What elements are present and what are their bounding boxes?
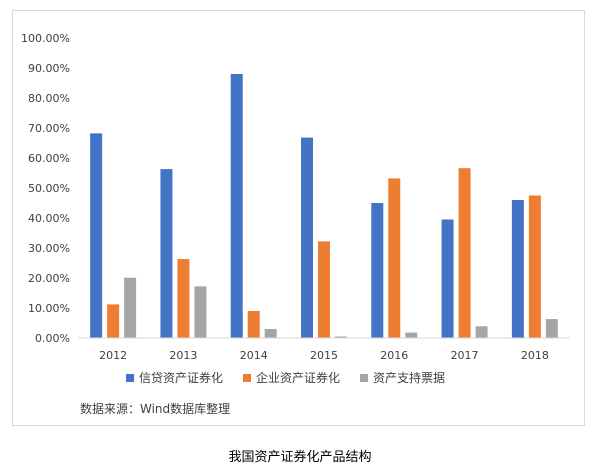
bar-2015-series-3 [335, 336, 347, 338]
x-tick-label: 2017 [451, 349, 479, 362]
y-tick-label: 60.00% [28, 152, 70, 165]
legend-label-2: 企业资产证券化 [256, 370, 340, 385]
bar-2018-series-2 [528, 195, 541, 338]
legend-swatch-2 [243, 374, 251, 382]
bar-2012-series-1 [90, 133, 103, 338]
bar-2014-series-1 [230, 74, 243, 338]
bar-2017-series-2 [458, 168, 471, 338]
chart-frame [12, 10, 585, 426]
y-tick-label: 40.00% [28, 212, 70, 225]
x-tick-label: 2014 [240, 349, 268, 362]
y-tick-label: 70.00% [28, 122, 70, 135]
legend-swatch-3 [360, 374, 368, 382]
bar-chart: 0.00% 10.00% 20.00% 30.00% 40.00% 50.00% 60.00… [21, 32, 570, 385]
bar-2016-series-1 [371, 203, 384, 338]
bar-2018-series-3 [545, 319, 558, 338]
bar-2016-series-3 [405, 332, 418, 338]
bar-2015-series-2 [318, 241, 330, 338]
source-note: 数据来源：Wind数据库整理 [80, 402, 231, 416]
bar-2017-series-1 [441, 219, 454, 338]
y-tick-label: 30.00% [28, 242, 70, 255]
bar-2018-series-1 [511, 200, 524, 338]
bar-2012-series-2 [107, 304, 120, 338]
bar-2014-series-3 [264, 329, 277, 338]
y-tick-label: 80.00% [28, 92, 70, 105]
bar-2013-series-1 [160, 169, 173, 338]
bar-2013-series-3 [194, 286, 207, 338]
x-tick-label: 2015 [310, 349, 338, 362]
x-axis-labels: 2012 2013 2014 2015 2016 2017 2018 [99, 349, 549, 362]
bar-2016-series-2 [388, 178, 401, 338]
y-tick-label: 10.00% [28, 302, 70, 315]
x-tick-label: 2016 [380, 349, 408, 362]
bar-2017-series-3 [475, 326, 488, 338]
bar-2012-series-3 [124, 277, 137, 338]
legend-swatch-1 [126, 374, 134, 382]
bar-2013-series-2 [177, 259, 190, 338]
y-tick-label: 50.00% [28, 182, 70, 195]
y-tick-label: 20.00% [28, 272, 70, 285]
y-tick-label: 100.00% [21, 32, 70, 45]
bar-2015-series-1 [301, 137, 313, 338]
y-tick-label: 0.00% [35, 332, 70, 345]
legend-label-3: 资产支持票据 [373, 370, 445, 385]
x-tick-label: 2018 [521, 349, 549, 362]
bars [90, 74, 558, 338]
y-axis-labels: 0.00% 10.00% 20.00% 30.00% 40.00% 50.00% 60.00… [21, 32, 70, 345]
legend-label-1: 信贷资产证券化 [139, 370, 223, 385]
chart-caption: 我国资产证券化产品结构 [228, 450, 372, 465]
bar-2014-series-2 [247, 311, 260, 338]
y-tick-label: 90.00% [28, 62, 70, 75]
x-tick-label: 2013 [169, 349, 197, 362]
legend: 信贷资产证券化 企业资产证券化 资产支持票据 [126, 370, 445, 385]
x-tick-label: 2012 [99, 349, 127, 362]
